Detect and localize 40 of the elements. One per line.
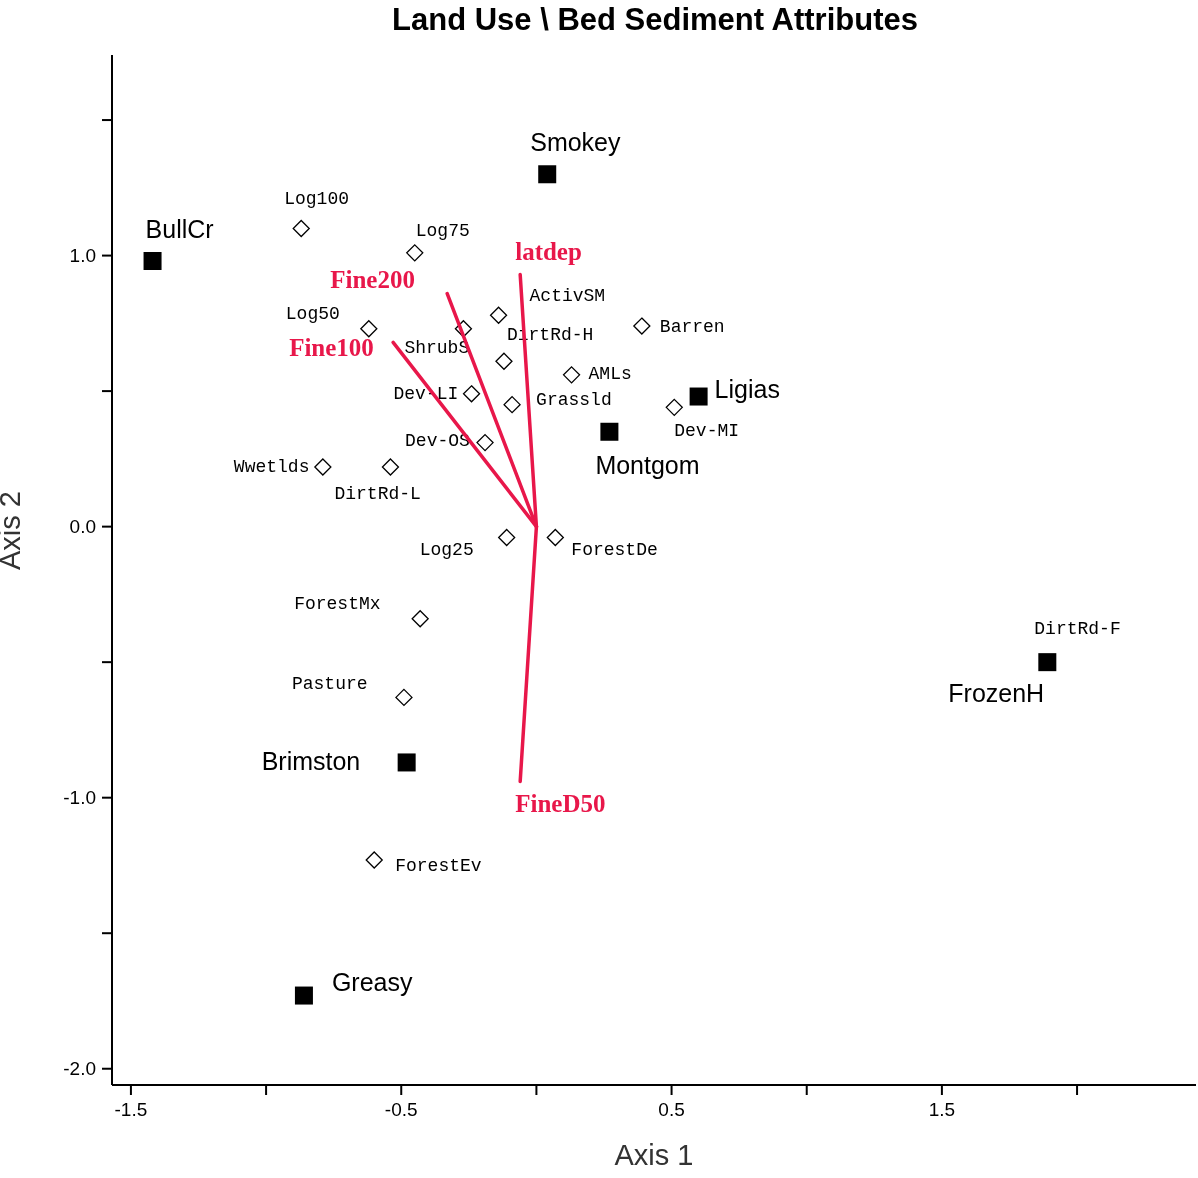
data-label: Greasy [331,967,414,996]
data-label: ActivSM [529,286,606,307]
x-tick-label: 0.5 [658,1099,685,1121]
data-label: Barren [659,317,725,338]
data-label: Log25 [419,540,474,561]
data-label: Log50 [285,303,340,324]
y-tick-label: 0.0 [69,516,96,538]
data-label: ShrubS [404,337,470,358]
data-label: ForestMx [294,593,381,614]
data-label: FrozenH [948,679,1045,708]
data-label: ForestEv [395,856,482,877]
data-label: Smokey [530,128,622,157]
chart-title: Land Use \ Bed Sediment Attributes [391,2,919,38]
data-label: Grassld [536,389,612,410]
y-tick-label: 1.0 [69,245,96,267]
data-label: Fine200 [330,265,415,293]
y-tick-label: -2.0 [63,1058,96,1080]
data-label: BullCr [145,215,214,243]
data-label: Ligias [714,374,780,403]
x-tick-label: 1.5 [928,1099,956,1121]
data-label: Pasture [291,674,368,695]
data-label: Montgom [595,450,700,479]
y-axis-title: Axis 2 [0,491,27,570]
data-label: ForestDe [571,540,658,561]
data-label: Brimston [261,747,361,776]
data-label: Log75 [415,220,470,241]
annotation: DirtRd-F [1034,619,1121,640]
data-label: AMLs [588,363,632,384]
data-label: Log100 [284,189,350,210]
data-label: Dev-OS [405,430,470,451]
x-tick-label: -0.5 [384,1099,418,1121]
data-label: DirtRd-L [334,484,421,504]
data-label: Wwetlds [233,457,310,477]
data-label: Fine100 [289,334,374,362]
y-tick-label: -1.0 [63,787,96,809]
x-tick-label: -1.5 [114,1099,148,1121]
data-label: FineD50 [515,790,606,818]
data-label: Dev-MI [674,421,740,442]
x-axis-title: Axis 1 [614,1139,694,1171]
data-label: latdep [515,237,582,265]
